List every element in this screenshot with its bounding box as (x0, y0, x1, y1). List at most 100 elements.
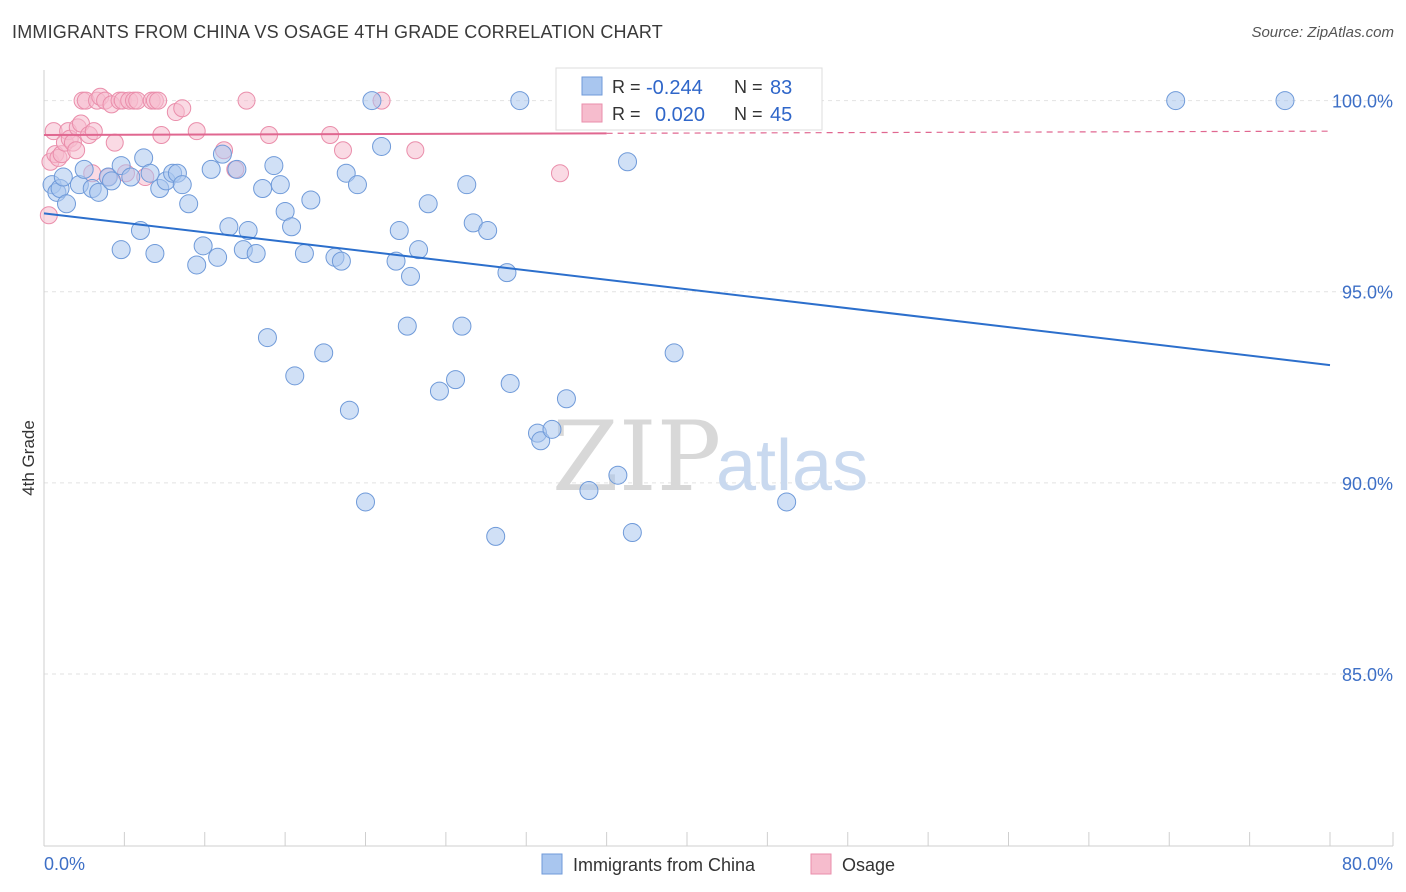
china-point-66 (500, 373, 520, 393)
legend-label-osage: Osage (842, 855, 895, 875)
china-point-71 (556, 389, 576, 409)
legend-label-china: Immigrants from China (573, 855, 756, 875)
stats-n-label-china: N = (734, 77, 763, 97)
china-point-17 (145, 243, 165, 263)
osage-point-45 (406, 141, 425, 160)
stats-box: R = -0.244 N = 83 R = 0.020 N = 45 (555, 67, 823, 131)
y-tick-labels: 100.0% 95.0% 90.0% 85.0% (1332, 92, 1393, 685)
china-point-3 (53, 167, 73, 187)
china-point-58 (429, 381, 449, 401)
y-tick-label-1: 95.0% (1342, 283, 1393, 303)
y-tick-label-3: 85.0% (1342, 665, 1393, 685)
stats-n-value-osage: 45 (770, 104, 792, 126)
china-point-57 (418, 194, 438, 214)
china-point-32 (238, 221, 258, 241)
china-point-23 (179, 194, 199, 214)
y-tick-label-0: 100.0% (1332, 92, 1393, 112)
china-point-53 (389, 221, 409, 241)
china-point-15 (140, 163, 160, 183)
china-point-30 (227, 159, 247, 179)
stats-n-value-china: 83 (770, 77, 792, 99)
china-point-4 (57, 194, 77, 214)
china-point-80 (777, 492, 797, 512)
stats-n-label-osage: N = (734, 104, 763, 124)
legend-swatch-osage (810, 853, 832, 875)
x-tick-label-right: 80.0% (1342, 854, 1393, 874)
china-point-42 (301, 190, 321, 210)
china-point-52 (386, 251, 406, 271)
legend-swatch-china (541, 853, 563, 875)
china-point-37 (270, 175, 290, 195)
osage-point-37 (187, 122, 206, 141)
osage-point-33 (149, 91, 168, 110)
china-point-77 (622, 523, 642, 543)
china-point-78 (664, 343, 684, 363)
stats-r-value-china: -0.244 (646, 77, 703, 99)
osage-point-40 (237, 91, 256, 110)
china-point-26 (201, 159, 221, 179)
china-point-51 (372, 136, 392, 156)
stats-swatch-china (581, 76, 603, 96)
china-point-28 (212, 144, 232, 164)
china-point-56 (409, 240, 429, 260)
china-point-60 (452, 316, 472, 336)
china-point-81 (1166, 91, 1186, 111)
china-point-27 (208, 247, 228, 267)
legend[interactable]: Immigrants from China Osage (541, 853, 895, 875)
china-point-45 (331, 251, 351, 271)
osage-point-43 (333, 141, 352, 160)
china-point-54 (397, 316, 417, 336)
stats-swatch-osage (581, 103, 603, 123)
watermark-zip: ZIP (552, 401, 721, 513)
china-point-64 (486, 526, 506, 546)
x-tick-label-left: 0.0% (44, 854, 85, 874)
china-point-39 (282, 217, 302, 237)
y-axis-title: 4th Grade (19, 420, 38, 496)
osage-trend-line (43, 132, 607, 136)
osage-point-36 (173, 99, 192, 118)
china-point-34 (253, 179, 273, 199)
axes (43, 70, 1393, 847)
china-point-12 (121, 167, 141, 187)
china-point-8 (89, 182, 109, 202)
china-point-63 (478, 221, 498, 241)
china-point-6 (74, 159, 94, 179)
china-point-24 (187, 255, 207, 275)
china-point-25 (193, 236, 213, 256)
china-point-33 (246, 243, 266, 263)
stats-r-label-osage: R = (612, 104, 641, 124)
watermark: ZIP atlas (552, 401, 868, 513)
china-point-29 (219, 217, 239, 237)
chart-title: IMMIGRANTS FROM CHINA VS OSAGE 4TH GRADE… (12, 22, 664, 42)
y-tick-label-2: 90.0% (1342, 474, 1393, 494)
china-point-61 (457, 175, 477, 195)
china-point-69 (531, 431, 551, 451)
china-point-50 (362, 91, 382, 111)
china-point-47 (339, 400, 359, 420)
china-point-67 (510, 91, 530, 111)
osage-point-10 (67, 141, 86, 160)
osage-point-46 (551, 164, 570, 183)
x-ticks (43, 832, 1394, 846)
china-point-40 (285, 366, 305, 386)
watermark-atlas: atlas (716, 426, 868, 506)
trend-lines (43, 130, 1331, 367)
china-point-48 (347, 175, 367, 195)
china-point-49 (356, 492, 375, 512)
osage-point-17 (84, 122, 103, 141)
china-point-10 (102, 171, 122, 191)
china-point-82 (1275, 91, 1295, 111)
stats-r-value-osage: 0.020 (655, 104, 705, 126)
china-point-73 (579, 480, 599, 500)
china-point-22 (172, 175, 192, 195)
china-point-43 (314, 343, 334, 363)
china-points (42, 91, 1295, 546)
china-point-76 (618, 152, 638, 172)
china-point-70 (542, 419, 562, 439)
china-point-46 (336, 163, 356, 183)
osage-point-23 (105, 133, 124, 152)
stats-r-label-china: R = (612, 77, 641, 97)
china-point-55 (401, 266, 421, 286)
gridlines (44, 100, 1393, 675)
